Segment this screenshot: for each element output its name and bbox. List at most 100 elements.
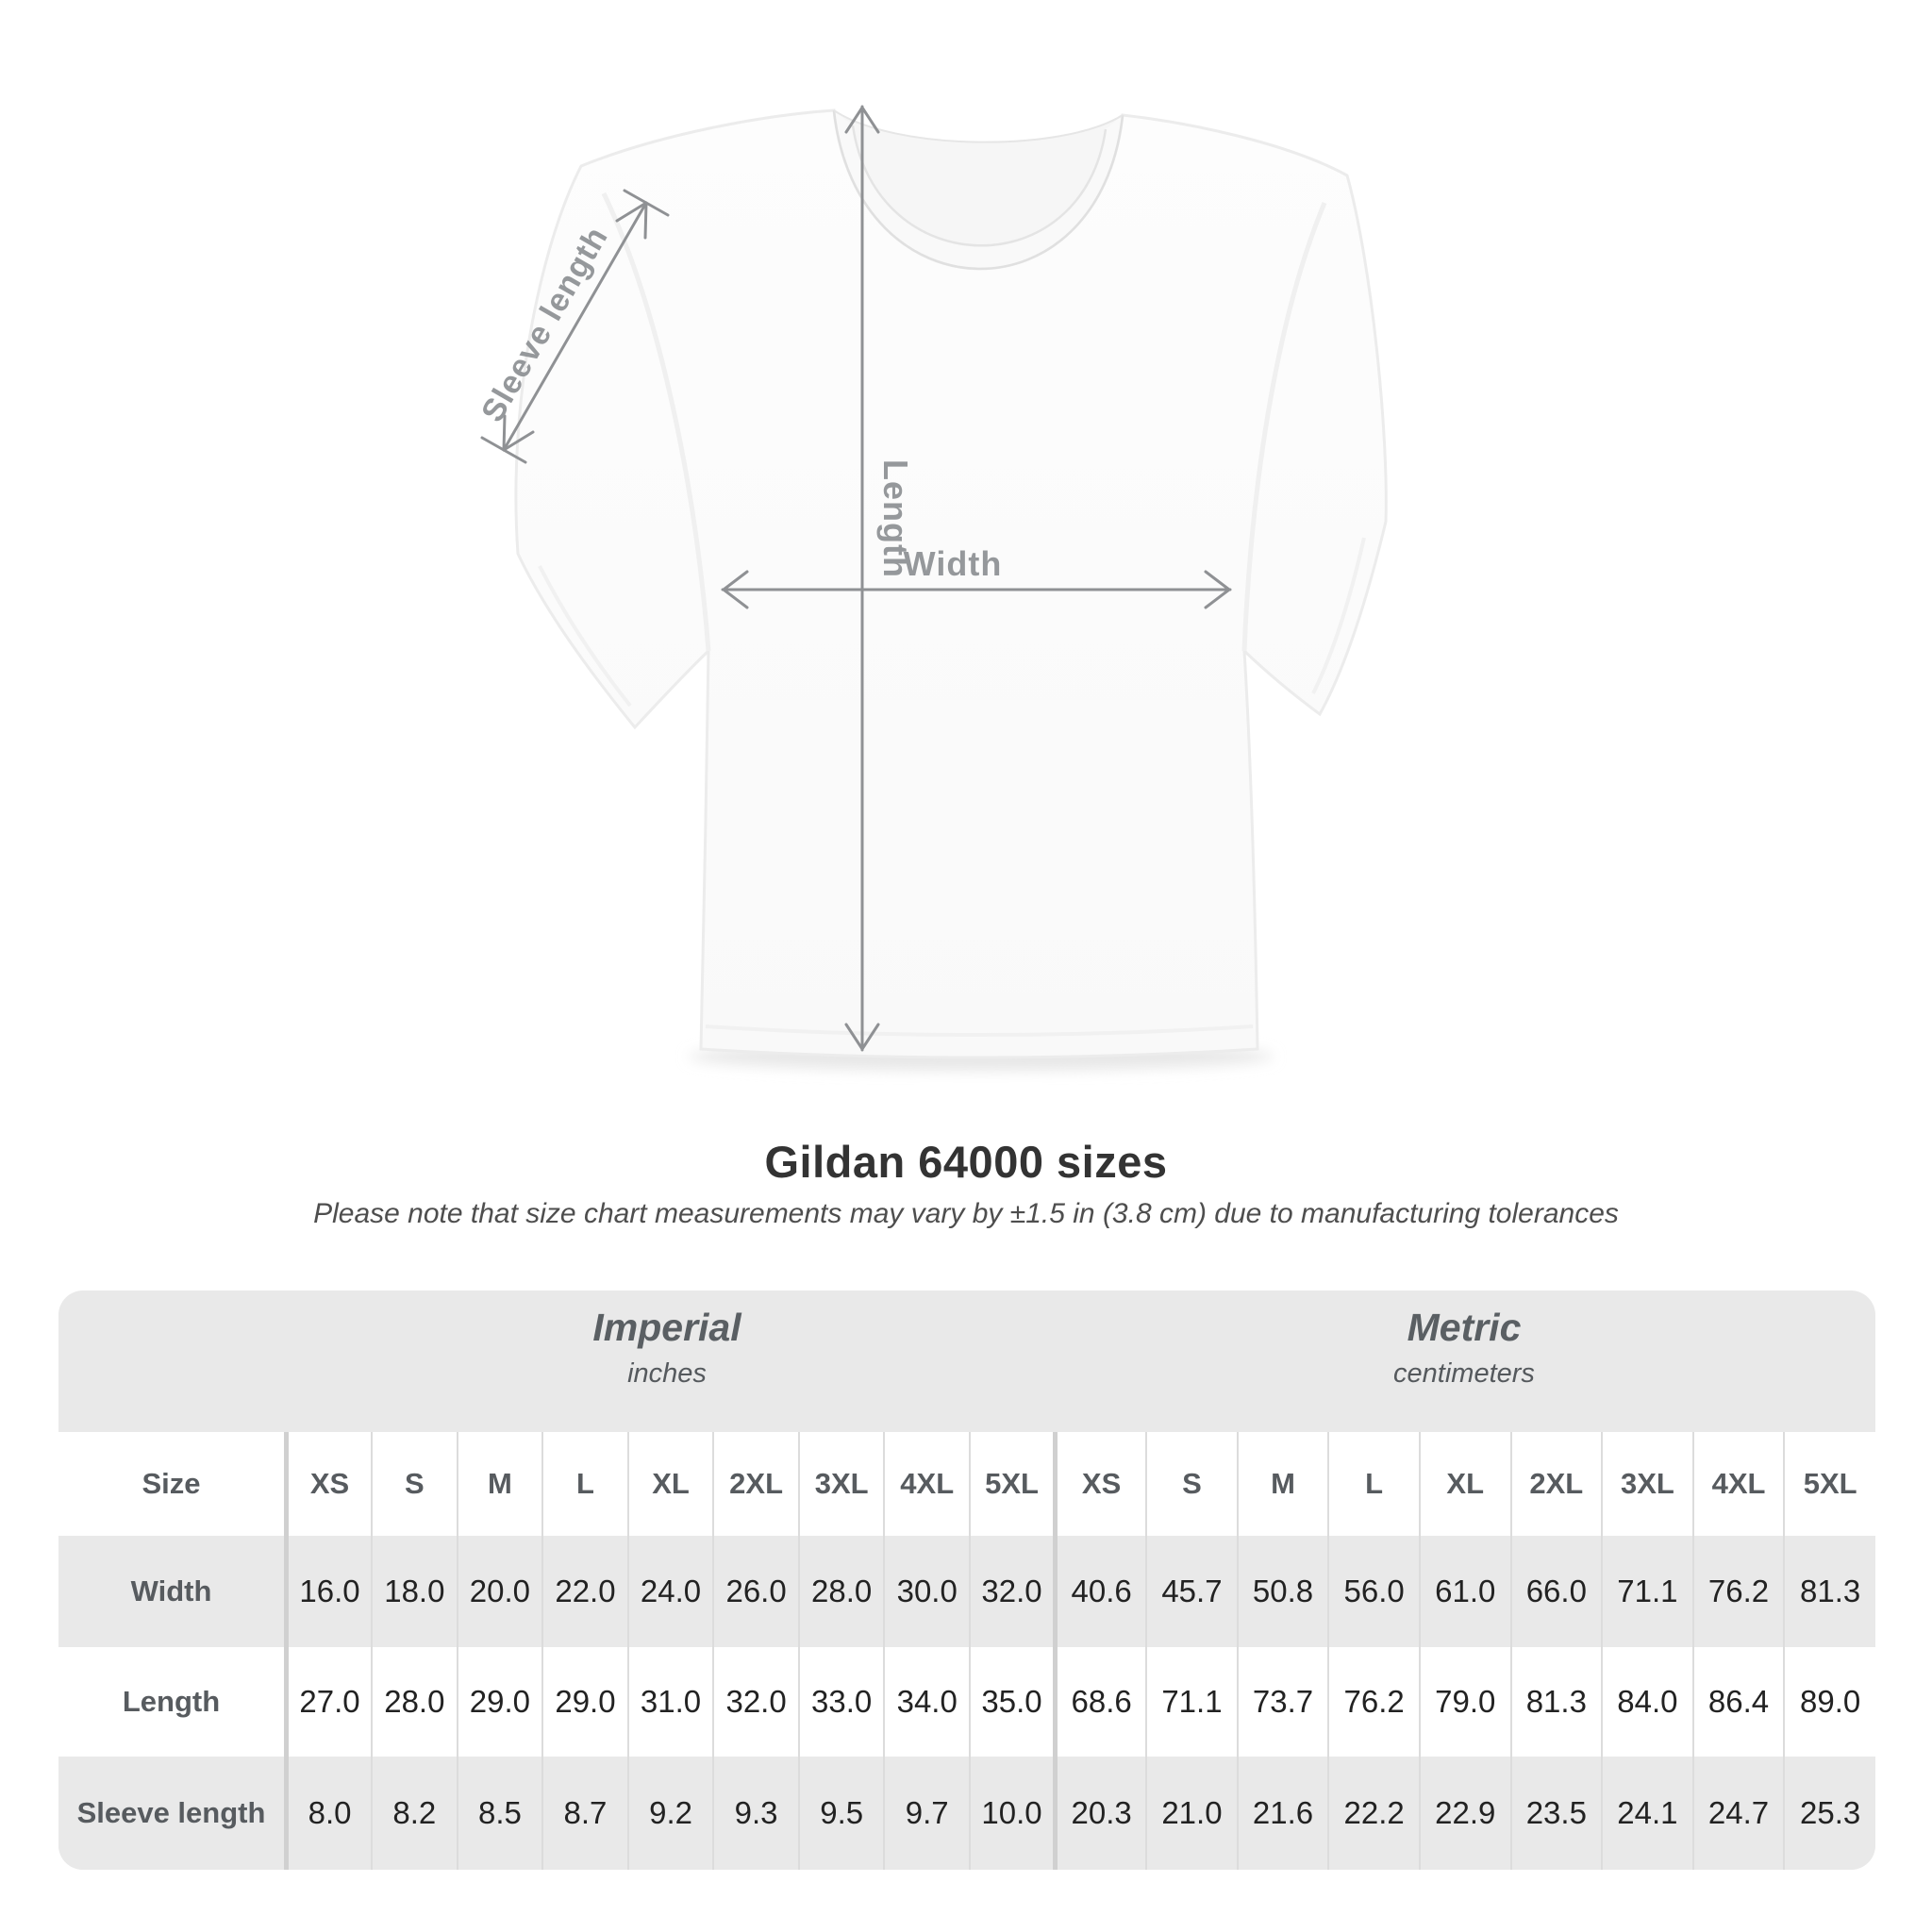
value-cell: 22.2 xyxy=(1327,1757,1420,1870)
value-cell: 22.9 xyxy=(1418,1757,1511,1870)
size-col-header-imperial-5xl: 5XL xyxy=(969,1432,1056,1536)
value-cell: 8.0 xyxy=(284,1757,373,1870)
value-cell: 9.3 xyxy=(712,1757,799,1870)
value-cell: 76.2 xyxy=(1327,1647,1420,1757)
value-cell: 30.0 xyxy=(883,1536,970,1647)
value-cell: 86.4 xyxy=(1691,1647,1785,1757)
size-col-header-metric-s: S xyxy=(1145,1432,1238,1536)
value-cell: 23.5 xyxy=(1509,1757,1603,1870)
size-col-header-imperial-xs: XS xyxy=(284,1432,373,1536)
value-cell: 76.2 xyxy=(1691,1536,1785,1647)
collar-inner-seam xyxy=(851,125,1108,247)
value-cell: 29.0 xyxy=(541,1647,628,1757)
tshirt-diagram xyxy=(480,105,1388,1071)
value-cell: 84.0 xyxy=(1601,1647,1693,1757)
imperial-group-title: Imperial xyxy=(592,1306,741,1349)
value-cell: 21.6 xyxy=(1236,1757,1329,1870)
left-sleeve-seam xyxy=(601,192,711,652)
right-sleeve-seam xyxy=(1241,202,1327,652)
value-cell: 8.2 xyxy=(371,1757,458,1870)
value-cell: 71.1 xyxy=(1145,1647,1238,1757)
right-sleeve-hem-stitch xyxy=(1311,537,1366,694)
imperial-group-header: Imperial inches xyxy=(285,1291,1049,1430)
size-col-header-metric-m: M xyxy=(1236,1432,1329,1536)
width-label: Width xyxy=(903,544,1003,583)
sleeve-length-arrow xyxy=(480,189,670,464)
value-cell: 31.0 xyxy=(626,1647,714,1757)
size-col-header-metric-l: L xyxy=(1327,1432,1420,1536)
value-cell: 9.5 xyxy=(797,1757,885,1870)
value-cell: 66.0 xyxy=(1509,1536,1603,1647)
value-cell: 71.1 xyxy=(1601,1536,1693,1647)
value-cell: 8.5 xyxy=(456,1757,543,1870)
value-cell: 10.0 xyxy=(969,1757,1056,1870)
tolerance-note: Please note that size chart measurements… xyxy=(313,1198,1619,1229)
size-chart-card: Imperial inches Metric centimeters Size X… xyxy=(58,1291,1875,1870)
page-title: Gildan 64000 sizes xyxy=(764,1137,1168,1187)
metric-group-header: Metric centimeters xyxy=(1053,1291,1875,1430)
row-label: Length xyxy=(122,1685,221,1718)
value-cell: 18.0 xyxy=(371,1536,458,1647)
value-cell: 26.0 xyxy=(712,1536,799,1647)
value-cell: 61.0 xyxy=(1418,1536,1511,1647)
value-cell: 32.0 xyxy=(712,1647,799,1757)
value-cell: 81.3 xyxy=(1509,1647,1603,1757)
value-cell: 29.0 xyxy=(456,1647,543,1757)
length-arrow xyxy=(844,105,880,1052)
value-cell: 16.0 xyxy=(284,1536,373,1647)
table-row-sleeve-length: Sleeve length 8.0 8.2 8.5 8.7 9.2 9.3 9.5 9.7 10.… xyxy=(58,1757,1875,1870)
value-cell: 89.0 xyxy=(1783,1647,1875,1757)
size-col-header-imperial-4xl: 4XL xyxy=(883,1432,970,1536)
value-cell: 28.0 xyxy=(371,1647,458,1757)
value-cell: 34.0 xyxy=(883,1647,970,1757)
value-cell: 24.7 xyxy=(1691,1757,1785,1870)
left-sleeve-hem-stitch xyxy=(538,565,632,708)
table-row-length: Length 27.0 28.0 29.0 29.0 31.0 32.0 33.0 34.0 35… xyxy=(58,1647,1875,1757)
value-cell: 22.0 xyxy=(541,1536,628,1647)
size-table: Size XS S M L XL 2XL 3XL 4XL 5XL XS S M L XL 2XL 3XL 4XL 5… xyxy=(58,1432,1875,1870)
value-cell: 8.7 xyxy=(541,1757,628,1870)
value-cell: 68.6 xyxy=(1053,1647,1147,1757)
value-cell: 35.0 xyxy=(969,1647,1056,1757)
value-cell: 50.8 xyxy=(1236,1536,1329,1647)
size-col-header-metric-4xl: 4XL xyxy=(1691,1432,1785,1536)
table-row-width: Width 16.0 18.0 20.0 22.0 24.0 26.0 28.0 30.0 32.… xyxy=(58,1536,1875,1647)
value-cell: 20.3 xyxy=(1053,1757,1147,1870)
size-col-header-metric-xs: XS xyxy=(1053,1432,1147,1536)
value-cell: 40.6 xyxy=(1053,1536,1147,1647)
value-cell: 73.7 xyxy=(1236,1647,1329,1757)
value-cell: 25.3 xyxy=(1783,1757,1875,1870)
size-col-header-metric-2xl: 2XL xyxy=(1509,1432,1603,1536)
hem-stitch xyxy=(705,1024,1254,1037)
row-label: Width xyxy=(130,1574,212,1607)
value-cell: 21.0 xyxy=(1145,1757,1238,1870)
value-cell: 9.7 xyxy=(883,1757,970,1870)
size-table-head: Size XS S M L XL 2XL 3XL 4XL 5XL XS S M L XL 2XL 3XL 4XL 5… xyxy=(58,1432,1875,1536)
size-col-header-imperial-m: M xyxy=(456,1432,543,1536)
size-col-header-metric-xl: XL xyxy=(1418,1432,1511,1536)
dimension-arrows xyxy=(480,105,1232,1052)
value-cell: 24.1 xyxy=(1601,1757,1693,1870)
collar-outer-seam xyxy=(832,109,1124,271)
size-col-header-imperial-2xl: 2XL xyxy=(712,1432,799,1536)
size-col-header-imperial-3xl: 3XL xyxy=(797,1432,885,1536)
value-cell: 24.0 xyxy=(626,1536,714,1647)
metric-group-unit: centimeters xyxy=(1393,1358,1535,1389)
width-arrow xyxy=(721,570,1232,609)
value-cell: 20.0 xyxy=(456,1536,543,1647)
collar-band xyxy=(834,110,1123,269)
imperial-group-unit: inches xyxy=(627,1358,707,1389)
value-cell: 79.0 xyxy=(1418,1647,1511,1757)
size-col-header-imperial-s: S xyxy=(371,1432,458,1536)
tshirt-image xyxy=(514,108,1388,1059)
size-column-header: Size xyxy=(142,1467,201,1500)
value-cell: 27.0 xyxy=(284,1647,373,1757)
size-col-header-imperial-l: L xyxy=(541,1432,628,1536)
size-header-row: Size XS S M L XL 2XL 3XL 4XL 5XL XS S M L XL 2XL 3XL 4XL 5… xyxy=(58,1432,1875,1536)
size-col-header-imperial-xl: XL xyxy=(626,1432,714,1536)
value-cell: 81.3 xyxy=(1783,1536,1875,1647)
size-col-header-metric-5xl: 5XL xyxy=(1783,1432,1875,1536)
value-cell: 9.2 xyxy=(626,1757,714,1870)
value-cell: 28.0 xyxy=(797,1536,885,1647)
